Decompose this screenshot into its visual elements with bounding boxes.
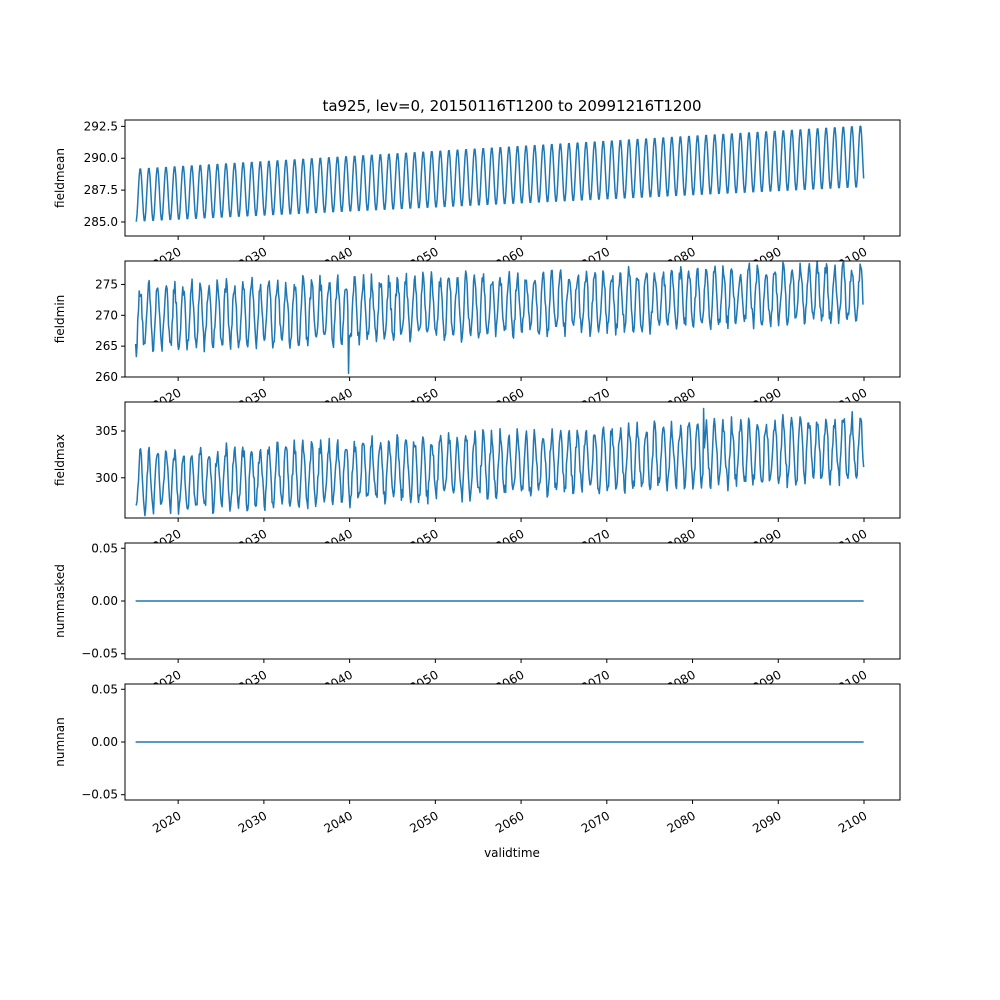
fieldmin-ytick-label: 270 — [95, 308, 118, 322]
nummasked-y-axis-label: nummasked — [53, 564, 67, 638]
fieldmax-axes-frame — [124, 401, 901, 519]
fieldmean-axes-frame — [124, 119, 901, 237]
fieldmean-ytick-label: 290.0 — [84, 151, 118, 165]
fieldmean-y-axis-label: fieldmean — [53, 148, 67, 208]
numnan-ytick-label: −0.05 — [81, 788, 118, 802]
numnan-y-axis-label: numnan — [53, 717, 67, 766]
fieldmean-ytick-label: 285.0 — [84, 215, 118, 229]
nummasked-ytick-label: 0.05 — [91, 541, 118, 555]
fieldmax-ytick-label: 300 — [95, 471, 118, 485]
fieldmin-series-line — [134, 260, 865, 375]
fieldmax-series-line — [135, 407, 865, 517]
x-axis-label: validtime — [484, 846, 540, 860]
fieldmin-axes-frame — [124, 260, 901, 378]
fieldmin-y-axis-label: fieldmin — [53, 295, 67, 344]
fieldmean-ytick-label: 292.5 — [84, 119, 118, 133]
fieldmax-y-axis-label: fieldmax — [53, 434, 67, 486]
figure-title: ta925, lev=0, 20150116T1200 to 20991216T… — [322, 97, 701, 115]
fieldmin-ytick-label: 265 — [95, 339, 118, 353]
fieldmin-ytick-label: 275 — [95, 277, 118, 291]
numnan-ytick-label: 0.00 — [91, 735, 118, 749]
numnan-ytick-label: 0.05 — [91, 682, 118, 696]
nummasked-ytick-label: −0.05 — [81, 647, 118, 661]
fieldmean-series-line — [135, 125, 865, 222]
nummasked-ytick-label: 0.00 — [91, 594, 118, 608]
fieldmean-ytick-label: 287.5 — [84, 183, 118, 197]
fieldmax-ytick-label: 305 — [95, 424, 118, 438]
fieldmin-ytick-label: 260 — [95, 370, 118, 384]
